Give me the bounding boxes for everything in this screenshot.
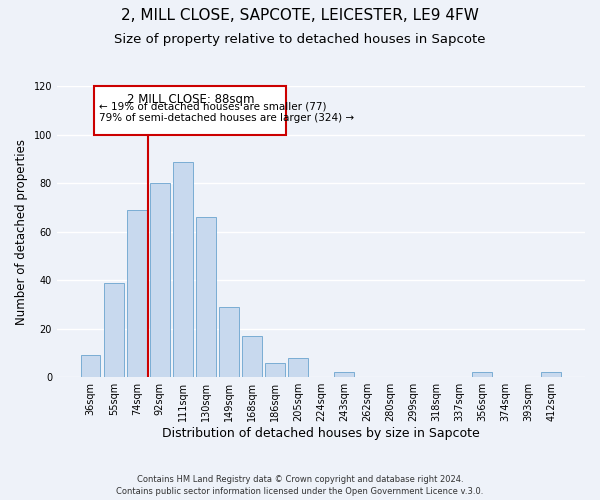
- Bar: [219, 307, 239, 377]
- X-axis label: Distribution of detached houses by size in Sapcote: Distribution of detached houses by size …: [162, 427, 480, 440]
- Text: ← 19% of detached houses are smaller (77): ← 19% of detached houses are smaller (77…: [99, 101, 326, 111]
- Bar: [196, 218, 215, 377]
- Bar: [150, 184, 170, 377]
- Bar: [334, 372, 354, 377]
- Text: 2, MILL CLOSE, SAPCOTE, LEICESTER, LE9 4FW: 2, MILL CLOSE, SAPCOTE, LEICESTER, LE9 4…: [121, 8, 479, 22]
- Bar: [472, 372, 492, 377]
- Bar: [242, 336, 262, 377]
- Text: 2 MILL CLOSE: 88sqm: 2 MILL CLOSE: 88sqm: [127, 92, 254, 106]
- Bar: [104, 282, 124, 377]
- Text: 79% of semi-detached houses are larger (324) →: 79% of semi-detached houses are larger (…: [99, 113, 354, 123]
- Bar: [541, 372, 561, 377]
- Bar: [288, 358, 308, 377]
- Text: Contains public sector information licensed under the Open Government Licence v.: Contains public sector information licen…: [116, 488, 484, 496]
- Text: Size of property relative to detached houses in Sapcote: Size of property relative to detached ho…: [114, 32, 486, 46]
- Bar: [173, 162, 193, 377]
- Y-axis label: Number of detached properties: Number of detached properties: [15, 139, 28, 325]
- Bar: [81, 356, 100, 377]
- Bar: [265, 362, 284, 377]
- FancyBboxPatch shape: [94, 86, 286, 135]
- Bar: [127, 210, 146, 377]
- Text: Contains HM Land Registry data © Crown copyright and database right 2024.: Contains HM Land Registry data © Crown c…: [137, 475, 463, 484]
